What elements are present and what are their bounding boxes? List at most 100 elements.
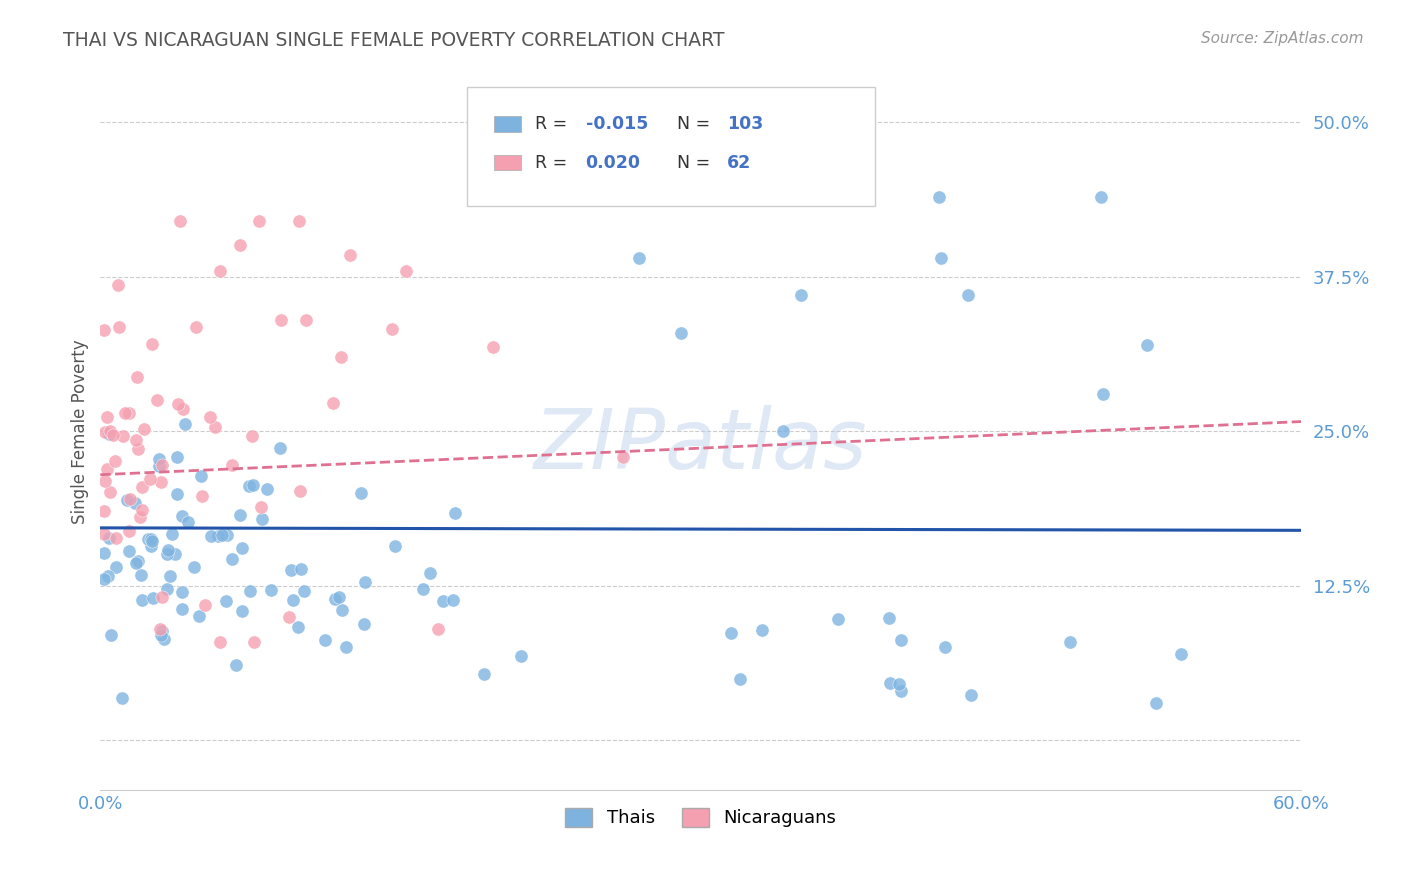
- Point: [432, 594, 454, 608]
- Y-axis label: Single Female Poverty: Single Female Poverty: [72, 339, 89, 524]
- Text: N =: N =: [676, 115, 716, 133]
- Point: [482, 340, 505, 354]
- Point: [879, 676, 901, 690]
- Point: [104, 453, 127, 467]
- Point: [149, 475, 172, 490]
- Point: [328, 590, 350, 604]
- Point: [194, 598, 217, 612]
- Point: [444, 506, 467, 520]
- Point: [290, 483, 312, 498]
- Point: [509, 649, 531, 664]
- Point: [136, 532, 159, 546]
- Point: [229, 508, 252, 523]
- Point: [330, 603, 353, 617]
- Point: [184, 319, 207, 334]
- Point: [1170, 647, 1192, 661]
- Text: R =: R =: [536, 153, 572, 171]
- Point: [215, 528, 238, 542]
- Point: [188, 608, 211, 623]
- Point: [148, 458, 170, 473]
- Point: [207, 528, 229, 542]
- Text: R =: R =: [536, 115, 572, 133]
- Point: [956, 288, 979, 302]
- Point: [153, 632, 176, 646]
- Point: [124, 496, 146, 510]
- Point: [93, 503, 115, 517]
- Point: [827, 612, 849, 626]
- Point: [204, 419, 226, 434]
- Point: [172, 585, 194, 599]
- Text: Source: ZipAtlas.com: Source: ZipAtlas.com: [1201, 31, 1364, 46]
- Point: [190, 489, 212, 503]
- Point: [238, 479, 260, 493]
- Point: [107, 278, 129, 293]
- Point: [149, 628, 172, 642]
- Legend: Thais, Nicaraguans: Thais, Nicaraguans: [558, 801, 844, 835]
- Point: [1136, 338, 1159, 352]
- Point: [427, 622, 450, 636]
- Point: [472, 667, 495, 681]
- Point: [292, 584, 315, 599]
- Point: [105, 559, 128, 574]
- Point: [127, 442, 149, 457]
- Point: [290, 562, 312, 576]
- Point: [229, 238, 252, 252]
- Point: [150, 458, 173, 472]
- Point: [354, 574, 377, 589]
- Point: [934, 640, 956, 654]
- Point: [384, 539, 406, 553]
- Point: [890, 684, 912, 698]
- Point: [250, 512, 273, 526]
- Point: [96, 409, 118, 424]
- Point: [929, 252, 952, 266]
- Point: [890, 633, 912, 648]
- Text: 103: 103: [727, 115, 763, 133]
- Point: [155, 547, 177, 561]
- Point: [132, 422, 155, 436]
- Point: [150, 591, 173, 605]
- Text: THAI VS NICARAGUAN SINGLE FEMALE POVERTY CORRELATION CHART: THAI VS NICARAGUAN SINGLE FEMALE POVERTY…: [63, 31, 724, 50]
- Point: [159, 569, 181, 583]
- Point: [353, 617, 375, 632]
- Point: [131, 593, 153, 607]
- Point: [149, 622, 172, 636]
- Point: [959, 688, 981, 702]
- Point: [720, 626, 742, 640]
- Point: [1059, 634, 1081, 648]
- Point: [118, 524, 141, 538]
- Point: [100, 627, 122, 641]
- FancyBboxPatch shape: [495, 116, 520, 132]
- Point: [669, 326, 692, 340]
- Point: [209, 264, 232, 278]
- Point: [97, 568, 120, 582]
- Point: [94, 425, 117, 439]
- Point: [221, 552, 243, 566]
- Point: [163, 547, 186, 561]
- Point: [281, 593, 304, 607]
- Point: [225, 658, 247, 673]
- Point: [125, 433, 148, 447]
- Point: [166, 487, 188, 501]
- Point: [339, 248, 361, 262]
- Point: [101, 428, 124, 442]
- Point: [183, 560, 205, 574]
- Point: [877, 611, 900, 625]
- Point: [889, 677, 911, 691]
- Point: [131, 503, 153, 517]
- Point: [612, 450, 634, 465]
- Point: [105, 531, 128, 545]
- Point: [127, 554, 149, 568]
- Point: [269, 441, 291, 455]
- Point: [108, 320, 131, 334]
- Point: [322, 396, 344, 410]
- Point: [350, 486, 373, 500]
- Point: [231, 541, 253, 555]
- Point: [167, 397, 190, 411]
- Point: [98, 485, 121, 500]
- Point: [280, 563, 302, 577]
- Point: [112, 429, 135, 443]
- Point: [928, 189, 950, 203]
- Point: [751, 623, 773, 637]
- Point: [114, 406, 136, 420]
- Point: [772, 425, 794, 439]
